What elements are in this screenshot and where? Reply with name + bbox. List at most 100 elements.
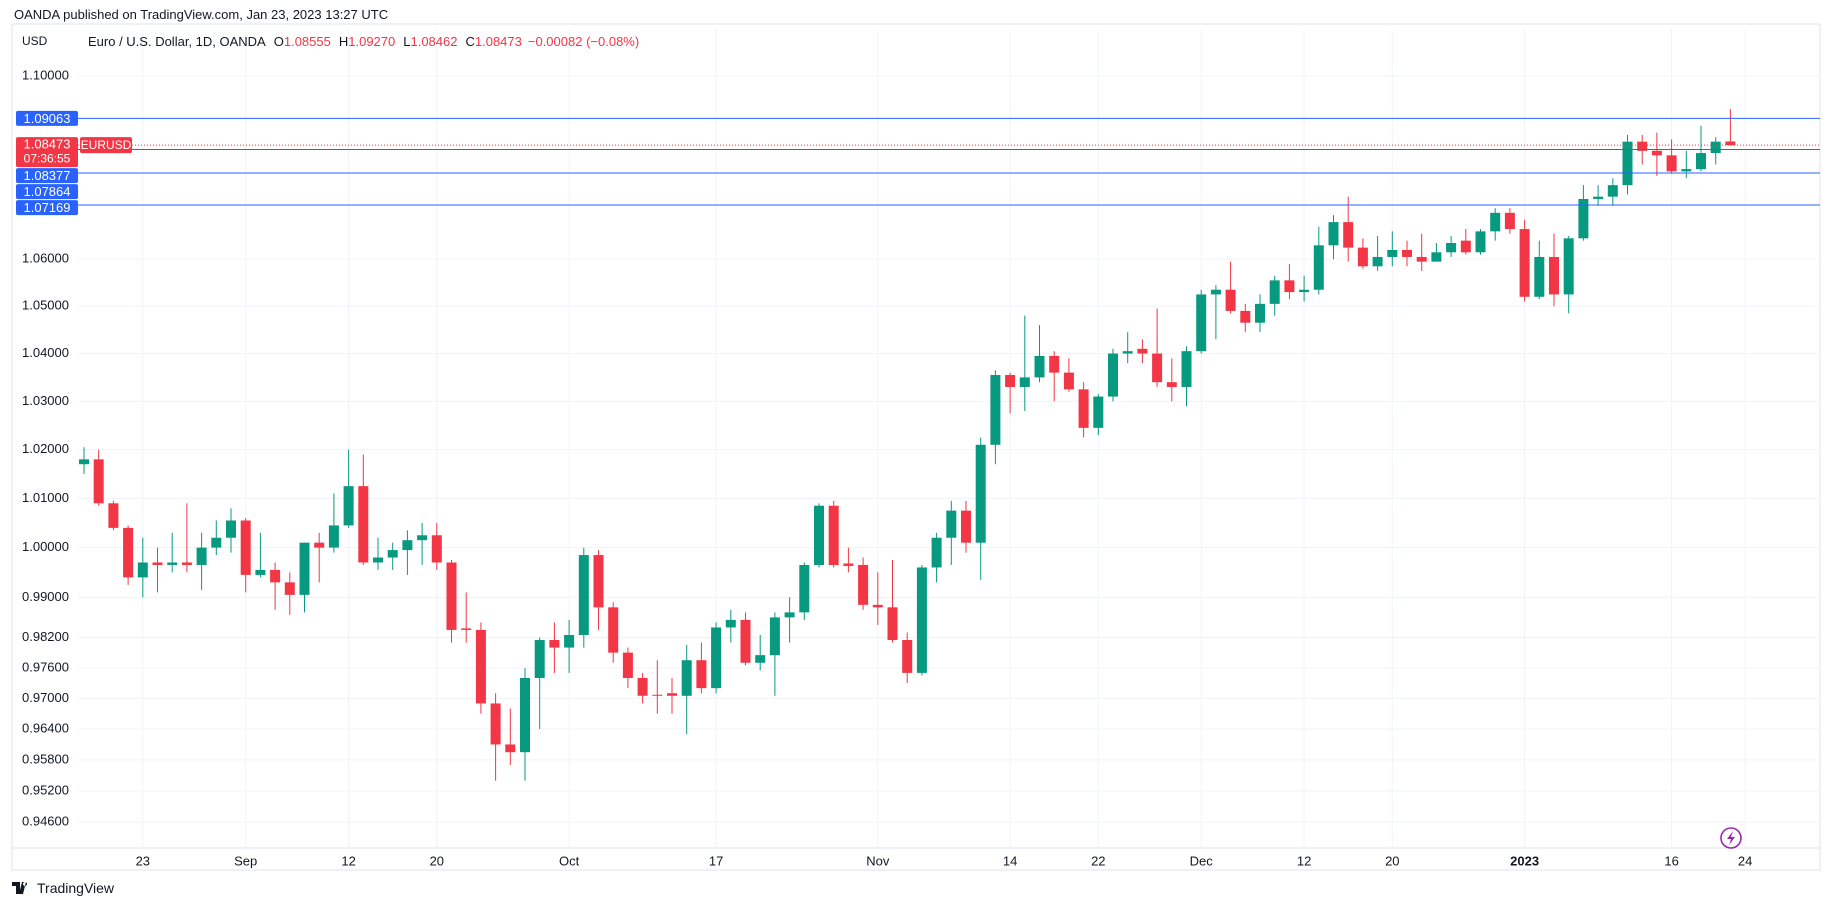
flash-bolt[interactable] bbox=[1727, 831, 1735, 845]
candle-body bbox=[608, 607, 619, 653]
ohlc-key: L bbox=[403, 34, 411, 49]
candle-body bbox=[211, 537, 222, 548]
candle-body bbox=[1607, 185, 1618, 197]
flash-circle[interactable] bbox=[1720, 827, 1742, 849]
level-tag bbox=[16, 168, 78, 184]
candle-body bbox=[725, 619, 736, 628]
brand: TradingView bbox=[37, 880, 115, 896]
candle-body bbox=[711, 627, 722, 689]
y-tick-label: 0.95200 bbox=[22, 782, 69, 797]
candle-body bbox=[593, 555, 604, 608]
candle-body bbox=[1637, 141, 1648, 151]
x-tick-label: 23 bbox=[136, 853, 150, 868]
candle-body bbox=[431, 535, 442, 563]
y-tick-label: 0.98200 bbox=[22, 629, 69, 644]
candle-body bbox=[1137, 348, 1148, 354]
candle-body bbox=[916, 567, 927, 673]
y-tick-label: 1.01000 bbox=[22, 490, 69, 505]
candle-body bbox=[1078, 389, 1089, 428]
x-tick-label: 20 bbox=[430, 853, 444, 868]
candle-body bbox=[343, 486, 354, 526]
candle-body bbox=[755, 655, 766, 663]
x-tick-label: 22 bbox=[1091, 853, 1105, 868]
level-label: 1.07864 bbox=[24, 184, 71, 199]
price-tag bbox=[16, 137, 78, 168]
currency-label: USD bbox=[22, 34, 48, 48]
candle-body bbox=[446, 562, 457, 630]
candle-body bbox=[226, 520, 236, 538]
x-tick-label: 20 bbox=[1385, 853, 1399, 868]
y-tick-label: 0.96400 bbox=[22, 720, 69, 735]
footer: TradingView bbox=[12, 880, 114, 896]
candle-body bbox=[931, 537, 942, 568]
x-tick-label: 2023 bbox=[1510, 853, 1539, 868]
candle-body bbox=[902, 640, 913, 673]
candle-body bbox=[843, 563, 854, 566]
candle-body bbox=[1210, 289, 1221, 295]
flash-icon[interactable] bbox=[1720, 827, 1742, 849]
candle-body bbox=[1152, 353, 1163, 383]
candle-body bbox=[387, 550, 398, 558]
candle-body bbox=[152, 562, 163, 565]
candle-body bbox=[255, 569, 266, 575]
candle-body bbox=[652, 694, 663, 696]
candle-body bbox=[1563, 238, 1574, 295]
candle-body bbox=[299, 542, 310, 595]
candle-body bbox=[402, 540, 413, 551]
candle-body bbox=[1475, 231, 1486, 253]
level-tag bbox=[16, 184, 78, 200]
y-tick-label: 1.03000 bbox=[22, 393, 69, 408]
y-tick-label: 1.02000 bbox=[22, 441, 69, 456]
y-tick-label: 0.97600 bbox=[22, 659, 69, 674]
x-tick-label: 17 bbox=[709, 853, 723, 868]
x-tick-label: 12 bbox=[341, 853, 355, 868]
candle-body bbox=[1696, 153, 1706, 170]
candle-body bbox=[1651, 150, 1662, 156]
logo-shape bbox=[12, 882, 28, 894]
change: −0.00082 (−0.08%) bbox=[527, 34, 640, 49]
candle-body bbox=[814, 505, 824, 565]
candle-body bbox=[284, 582, 295, 595]
candle-body bbox=[1372, 256, 1383, 267]
y-tick-label: 0.95800 bbox=[22, 751, 69, 766]
ohlc: O1.08555 H1.09270 L1.08462 C1.08473 bbox=[266, 34, 522, 49]
candle-body bbox=[784, 612, 795, 618]
candle-body bbox=[622, 652, 633, 678]
candle-body bbox=[1240, 310, 1251, 323]
candle-body bbox=[181, 562, 192, 565]
candle-body bbox=[314, 542, 325, 548]
candle-body bbox=[270, 569, 281, 583]
candle-body bbox=[1519, 229, 1530, 297]
candle-body bbox=[740, 619, 751, 663]
candle-body bbox=[358, 486, 369, 563]
legend: Euro / U.S. Dollar, 1D, OANDA O1.08555 H1.… bbox=[88, 34, 639, 49]
y-tick-label: 0.94600 bbox=[22, 814, 69, 829]
candle-body bbox=[1049, 355, 1060, 373]
countdown-label: 07:36:55 bbox=[24, 151, 71, 165]
level-label: 1.08377 bbox=[24, 168, 71, 183]
candle-body bbox=[417, 535, 428, 541]
candle-body bbox=[167, 562, 178, 565]
candle-body bbox=[1284, 280, 1295, 293]
candle-body bbox=[108, 503, 119, 528]
candle-body bbox=[1019, 377, 1030, 387]
ohlc-value: 1.08462 bbox=[410, 34, 458, 49]
candle-body bbox=[578, 555, 589, 635]
candle-body bbox=[667, 693, 677, 696]
ohlc-key: C bbox=[465, 34, 475, 49]
candle-body bbox=[828, 505, 839, 565]
published-note: OANDA published on TradingView.com, Jan … bbox=[14, 7, 389, 22]
price-label: 1.08473 bbox=[24, 137, 71, 152]
level-label: 1.09063 bbox=[24, 111, 71, 126]
candle-body bbox=[373, 557, 383, 563]
candle-body bbox=[1460, 240, 1471, 253]
y-tick-label: 1.10000 bbox=[22, 67, 69, 82]
candle-body bbox=[1005, 375, 1016, 387]
candle-body bbox=[1446, 242, 1457, 253]
candle-body bbox=[1343, 222, 1354, 248]
candle-body bbox=[769, 617, 780, 656]
candle-body bbox=[1549, 256, 1559, 295]
candle-body bbox=[1593, 196, 1604, 199]
